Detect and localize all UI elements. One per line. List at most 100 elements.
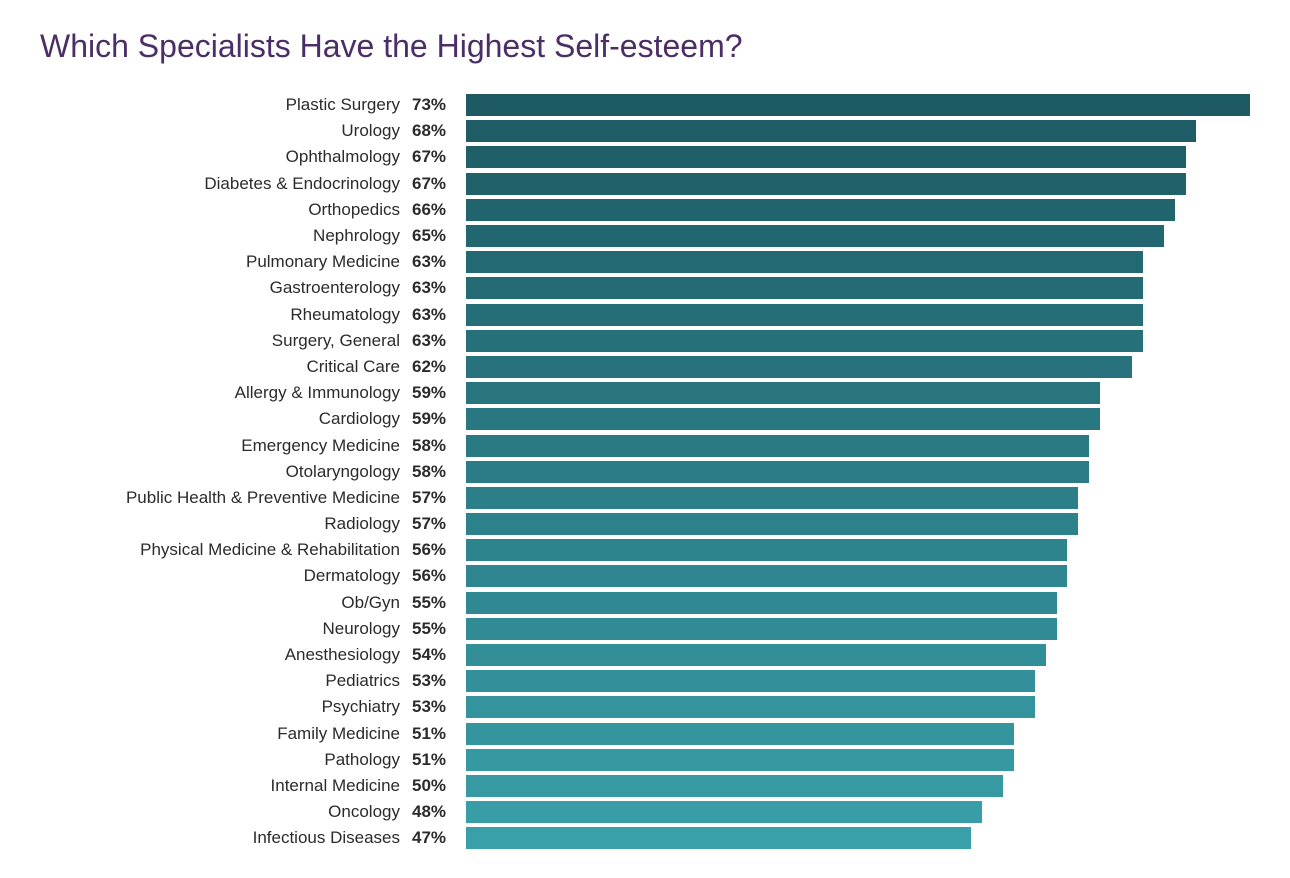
bar-value: 67% xyxy=(412,174,466,194)
bar xyxy=(466,173,1186,195)
bar-value: 73% xyxy=(412,95,466,115)
bar-value: 58% xyxy=(412,462,466,482)
bar-row: Urology68% xyxy=(40,119,1250,143)
bar-row: Cardiology59% xyxy=(40,407,1250,431)
bar-value: 59% xyxy=(412,383,466,403)
bar xyxy=(466,146,1186,168)
bar-label: Neurology xyxy=(40,619,412,639)
bar xyxy=(466,225,1164,247)
bar-value: 65% xyxy=(412,226,466,246)
bar-value: 62% xyxy=(412,357,466,377)
bar xyxy=(466,513,1078,535)
bar-value: 51% xyxy=(412,724,466,744)
bar-label: Psychiatry xyxy=(40,697,412,717)
bar-value: 56% xyxy=(412,540,466,560)
bar-value: 63% xyxy=(412,331,466,351)
bar xyxy=(466,801,982,823)
bar-value: 66% xyxy=(412,200,466,220)
bar xyxy=(466,94,1250,116)
bar-track xyxy=(466,173,1250,195)
bar-track xyxy=(466,435,1250,457)
bar-label: Anesthesiology xyxy=(40,645,412,665)
bar xyxy=(466,696,1035,718)
bar-label: Cardiology xyxy=(40,409,412,429)
bar xyxy=(466,435,1089,457)
bar-label: Gastroenterology xyxy=(40,278,412,298)
bar-value: 53% xyxy=(412,697,466,717)
bar xyxy=(466,251,1143,273)
bar-track xyxy=(466,277,1250,299)
bar-track xyxy=(466,592,1250,614)
chart-title: Which Specialists Have the Highest Self-… xyxy=(40,28,1250,65)
bar-label: Internal Medicine xyxy=(40,776,412,796)
bar-value: 50% xyxy=(412,776,466,796)
bar-row: Ophthalmology67% xyxy=(40,145,1250,169)
bar-value: 58% xyxy=(412,436,466,456)
bar-track xyxy=(466,513,1250,535)
bar-track xyxy=(466,565,1250,587)
bar-row: Orthopedics66% xyxy=(40,198,1250,222)
bar-row: Diabetes & Endocrinology67% xyxy=(40,172,1250,196)
bar-chart: Plastic Surgery73%Urology68%Ophthalmolog… xyxy=(40,93,1250,850)
bar-label: Critical Care xyxy=(40,357,412,377)
bar-value: 56% xyxy=(412,566,466,586)
bar xyxy=(466,382,1100,404)
bar-label: Emergency Medicine xyxy=(40,436,412,456)
bar-label: Pediatrics xyxy=(40,671,412,691)
bar-label: Plastic Surgery xyxy=(40,95,412,115)
bar-track xyxy=(466,539,1250,561)
bar-label: Otolaryngology xyxy=(40,462,412,482)
bar-value: 53% xyxy=(412,671,466,691)
bar-value: 57% xyxy=(412,488,466,508)
bar-track xyxy=(466,382,1250,404)
bar-row: Nephrology65% xyxy=(40,224,1250,248)
bar-label: Pulmonary Medicine xyxy=(40,252,412,272)
bar-track xyxy=(466,304,1250,326)
chart-page: Which Specialists Have the Highest Self-… xyxy=(0,0,1290,878)
bar xyxy=(466,644,1046,666)
bar-track xyxy=(466,487,1250,509)
bar-row: Internal Medicine50% xyxy=(40,774,1250,798)
bar-label: Ob/Gyn xyxy=(40,593,412,613)
bar-track xyxy=(466,330,1250,352)
bar-label: Pathology xyxy=(40,750,412,770)
bar xyxy=(466,539,1067,561)
bar-value: 63% xyxy=(412,278,466,298)
bar-value: 54% xyxy=(412,645,466,665)
bar-track xyxy=(466,120,1250,142)
bar xyxy=(466,277,1143,299)
bar-label: Public Health & Preventive Medicine xyxy=(40,488,412,508)
bar-track xyxy=(466,251,1250,273)
bar-row: Pediatrics53% xyxy=(40,669,1250,693)
bar-track xyxy=(466,94,1250,116)
bar-track xyxy=(466,461,1250,483)
bar-label: Ophthalmology xyxy=(40,147,412,167)
bar-track xyxy=(466,199,1250,221)
bar-label: Surgery, General xyxy=(40,331,412,351)
bar-track xyxy=(466,749,1250,771)
bar-value: 59% xyxy=(412,409,466,429)
bar-track xyxy=(466,827,1250,849)
bar xyxy=(466,618,1057,640)
bar-row: Psychiatry53% xyxy=(40,695,1250,719)
bar xyxy=(466,356,1132,378)
bar-track xyxy=(466,775,1250,797)
bar-row: Physical Medicine & Rehabilitation56% xyxy=(40,538,1250,562)
bar xyxy=(466,120,1196,142)
bar-label: Allergy & Immunology xyxy=(40,383,412,403)
bar-track xyxy=(466,696,1250,718)
bar-label: Diabetes & Endocrinology xyxy=(40,174,412,194)
bar-value: 67% xyxy=(412,147,466,167)
bar-value: 48% xyxy=(412,802,466,822)
bar xyxy=(466,461,1089,483)
bar-value: 55% xyxy=(412,593,466,613)
bar-row: Emergency Medicine58% xyxy=(40,433,1250,457)
bar-label: Family Medicine xyxy=(40,724,412,744)
bar-row: Plastic Surgery73% xyxy=(40,93,1250,117)
bar xyxy=(466,330,1143,352)
bar-track xyxy=(466,408,1250,430)
bar-row: Anesthesiology54% xyxy=(40,643,1250,667)
bar xyxy=(466,749,1014,771)
bar-track xyxy=(466,225,1250,247)
bar-row: Family Medicine51% xyxy=(40,722,1250,746)
